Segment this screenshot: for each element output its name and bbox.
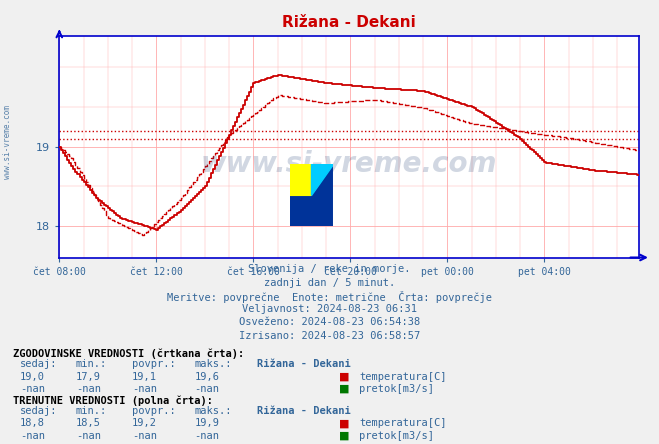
Text: -nan: -nan	[132, 431, 157, 440]
Text: maks.:: maks.:	[194, 406, 232, 416]
Text: -nan: -nan	[76, 384, 101, 394]
Text: Rižana - Dekani: Rižana - Dekani	[257, 359, 351, 369]
Text: temperatura[C]: temperatura[C]	[359, 372, 447, 381]
Text: -nan: -nan	[20, 384, 45, 394]
Text: maks.:: maks.:	[194, 359, 232, 369]
Text: 18,8: 18,8	[20, 418, 45, 428]
Text: povpr.:: povpr.:	[132, 359, 175, 369]
Text: 19,1: 19,1	[132, 372, 157, 381]
Polygon shape	[312, 164, 333, 195]
Text: -nan: -nan	[20, 431, 45, 440]
Text: Osveženo: 2024-08-23 06:54:38: Osveženo: 2024-08-23 06:54:38	[239, 317, 420, 328]
Text: min.:: min.:	[76, 359, 107, 369]
Title: Rižana - Dekani: Rižana - Dekani	[283, 15, 416, 30]
Text: www.si-vreme.com: www.si-vreme.com	[3, 105, 13, 179]
Polygon shape	[312, 164, 333, 195]
Text: pretok[m3/s]: pretok[m3/s]	[359, 384, 434, 394]
Text: 19,0: 19,0	[20, 372, 45, 381]
Text: pretok[m3/s]: pretok[m3/s]	[359, 431, 434, 440]
Text: 18,5: 18,5	[76, 418, 101, 428]
Text: ■: ■	[339, 384, 350, 394]
Text: min.:: min.:	[76, 406, 107, 416]
Text: -nan: -nan	[132, 384, 157, 394]
Text: 19,2: 19,2	[132, 418, 157, 428]
Text: ■: ■	[339, 431, 350, 440]
Text: 19,9: 19,9	[194, 418, 219, 428]
Text: 17,9: 17,9	[76, 372, 101, 381]
Text: Slovenija / reke in morje.: Slovenija / reke in morje.	[248, 264, 411, 274]
Polygon shape	[290, 164, 312, 195]
Text: Veljavnost: 2024-08-23 06:31: Veljavnost: 2024-08-23 06:31	[242, 304, 417, 314]
Text: sedaj:: sedaj:	[20, 406, 57, 416]
Text: ■: ■	[339, 418, 350, 428]
Text: TRENUTNE VREDNOSTI (polna črta):: TRENUTNE VREDNOSTI (polna črta):	[13, 395, 213, 406]
Text: Meritve: povprečne  Enote: metrične  Črta: povprečje: Meritve: povprečne Enote: metrične Črta:…	[167, 291, 492, 303]
Text: -nan: -nan	[194, 384, 219, 394]
Text: www.si-vreme.com: www.si-vreme.com	[201, 150, 498, 178]
Text: ZGODOVINSKE VREDNOSTI (črtkana črta):: ZGODOVINSKE VREDNOSTI (črtkana črta):	[13, 349, 244, 359]
Text: -nan: -nan	[76, 431, 101, 440]
Text: povpr.:: povpr.:	[132, 406, 175, 416]
Text: Izrisano: 2024-08-23 06:58:57: Izrisano: 2024-08-23 06:58:57	[239, 331, 420, 341]
Text: ■: ■	[339, 372, 350, 381]
Polygon shape	[290, 164, 312, 195]
Text: -nan: -nan	[194, 431, 219, 440]
Text: sedaj:: sedaj:	[20, 359, 57, 369]
Text: temperatura[C]: temperatura[C]	[359, 418, 447, 428]
Polygon shape	[290, 164, 333, 226]
Text: zadnji dan / 5 minut.: zadnji dan / 5 minut.	[264, 278, 395, 288]
Text: Rižana - Dekani: Rižana - Dekani	[257, 406, 351, 416]
Text: 19,6: 19,6	[194, 372, 219, 381]
